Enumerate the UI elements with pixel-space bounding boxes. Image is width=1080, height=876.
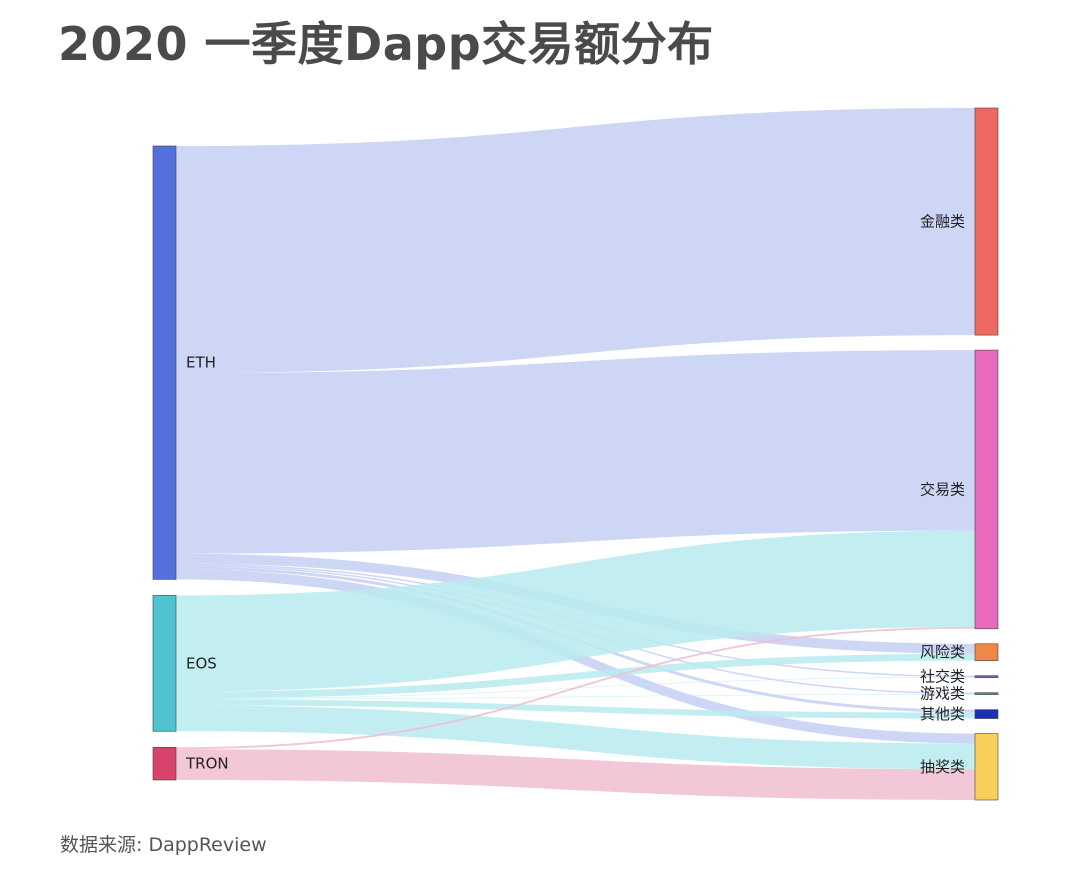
target-label-5: 其他类 (920, 705, 965, 723)
target-label-4: 游戏类 (920, 685, 965, 703)
chart-title: 2020 一季度Dapp交易额分布 (58, 17, 714, 71)
link-EOS-7 (176, 530, 975, 692)
link-EOS-8 (176, 653, 975, 699)
source-label-tron: TRON (185, 755, 229, 773)
link-EOS-11 (176, 699, 975, 719)
link-TRON-14 (176, 749, 975, 800)
target-node-5 (974, 709, 999, 719)
target-label-3: 社交类 (920, 668, 965, 686)
target-label-6: 抽奖类 (920, 758, 965, 776)
target-label-0: 金融类 (920, 213, 965, 231)
source-node-eos (152, 595, 177, 732)
link-EOS-10 (176, 694, 975, 700)
target-label-1: 交易类 (920, 480, 965, 498)
link-ETH-1 (176, 350, 975, 554)
link-EOS-12 (176, 705, 975, 770)
link-ETH-0 (176, 108, 975, 374)
target-label-2: 风险类 (920, 643, 965, 661)
target-node-2 (974, 643, 999, 661)
source-label-eth: ETH (186, 354, 216, 372)
sankey-links (176, 108, 975, 800)
target-node-6 (974, 733, 999, 801)
source-node-eth (152, 145, 177, 580)
target-node-0 (974, 107, 999, 336)
target-node-4 (974, 692, 999, 695)
data-source-note: 数据来源: DappReview (60, 834, 267, 856)
source-label-eos: EOS (186, 654, 217, 672)
source-node-tron (152, 746, 177, 781)
sankey-nodes (152, 107, 999, 801)
target-node-1 (974, 349, 999, 630)
target-node-3 (974, 675, 999, 678)
link-TRON-13 (176, 626, 975, 750)
